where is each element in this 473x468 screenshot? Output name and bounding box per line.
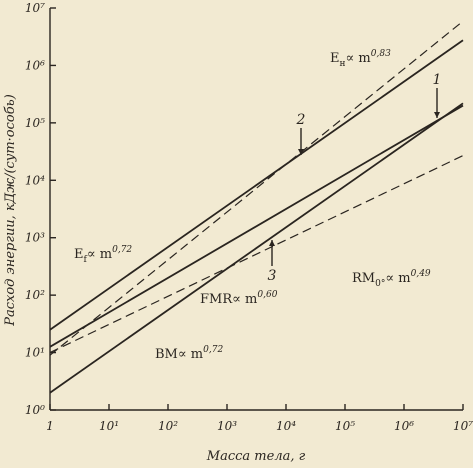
- annotation: 2: [296, 112, 306, 128]
- x-tick-label: 10⁶: [394, 419, 414, 433]
- series-label-sub: f: [84, 255, 88, 265]
- series-label-sub: 0°: [375, 279, 385, 289]
- series-label: FMR∝ m0,60: [200, 290, 278, 307]
- series-label-rel: ∝ m: [178, 347, 203, 362]
- y-tick-label: 10⁷: [25, 1, 45, 15]
- annotation: 3: [268, 268, 277, 284]
- x-tick-label: 1: [46, 419, 54, 433]
- series-label-label: RM: [352, 271, 375, 286]
- series-label-exp: 0,60: [257, 290, 277, 300]
- x-tick-label: 10⁴: [276, 419, 296, 433]
- series-line: [49, 155, 464, 354]
- y-tick-label: 10¹: [25, 346, 45, 360]
- y-tick-label: 10⁶: [25, 58, 45, 72]
- series-label-rel: ∝ m: [232, 292, 257, 307]
- series-label-exp: 0,49: [411, 269, 431, 279]
- series-label-rel: ∝ m: [87, 247, 112, 262]
- x-tick-label: 10⁵: [335, 419, 355, 433]
- series-label: BM∝ m0,72: [155, 345, 223, 362]
- y-tick-label: 10⁰: [25, 403, 45, 417]
- series-label-rel: ∝ m: [346, 51, 371, 66]
- series-label-rel: ∝ m: [385, 271, 410, 286]
- series-label-label: E: [74, 247, 84, 262]
- x-tick-label: 10¹: [99, 419, 119, 433]
- series-line: [49, 20, 464, 356]
- series-label: RM0°∝ m0,49: [352, 269, 431, 289]
- series-line: [49, 102, 464, 394]
- series-line: [49, 104, 464, 348]
- series-label-exp: 0,83: [371, 49, 391, 59]
- x-tick-label: 10³: [217, 419, 237, 433]
- y-tick-label: 10⁴: [25, 173, 45, 187]
- y-axis-label: Расход энергии, кДж/(сут·особь): [3, 94, 18, 327]
- y-tick-label: 10⁵: [25, 116, 45, 130]
- x-axis-label: Масса тела, г: [206, 449, 306, 464]
- y-tick-label: 10³: [25, 231, 45, 245]
- series-label: Eн∝ m0,83: [330, 49, 391, 69]
- y-tick-label: 10²: [25, 288, 45, 302]
- series-label: Ef∝ m0,72: [74, 245, 132, 265]
- series-label-exp: 0,72: [112, 245, 132, 255]
- series-label-label: FMR: [200, 292, 233, 307]
- series-label-sub: н: [340, 59, 346, 69]
- series-label-label: E: [330, 51, 340, 66]
- arrow-head: [434, 112, 440, 118]
- x-tick-label: 10⁷: [453, 419, 473, 433]
- annotation: 1: [433, 72, 442, 88]
- arrow-head: [298, 149, 304, 155]
- series-label-label: BM: [155, 347, 178, 362]
- x-tick-label: 10²: [158, 419, 178, 433]
- series-label-exp: 0,72: [203, 345, 223, 355]
- arrow-head: [269, 240, 275, 246]
- series-line: [49, 39, 464, 331]
